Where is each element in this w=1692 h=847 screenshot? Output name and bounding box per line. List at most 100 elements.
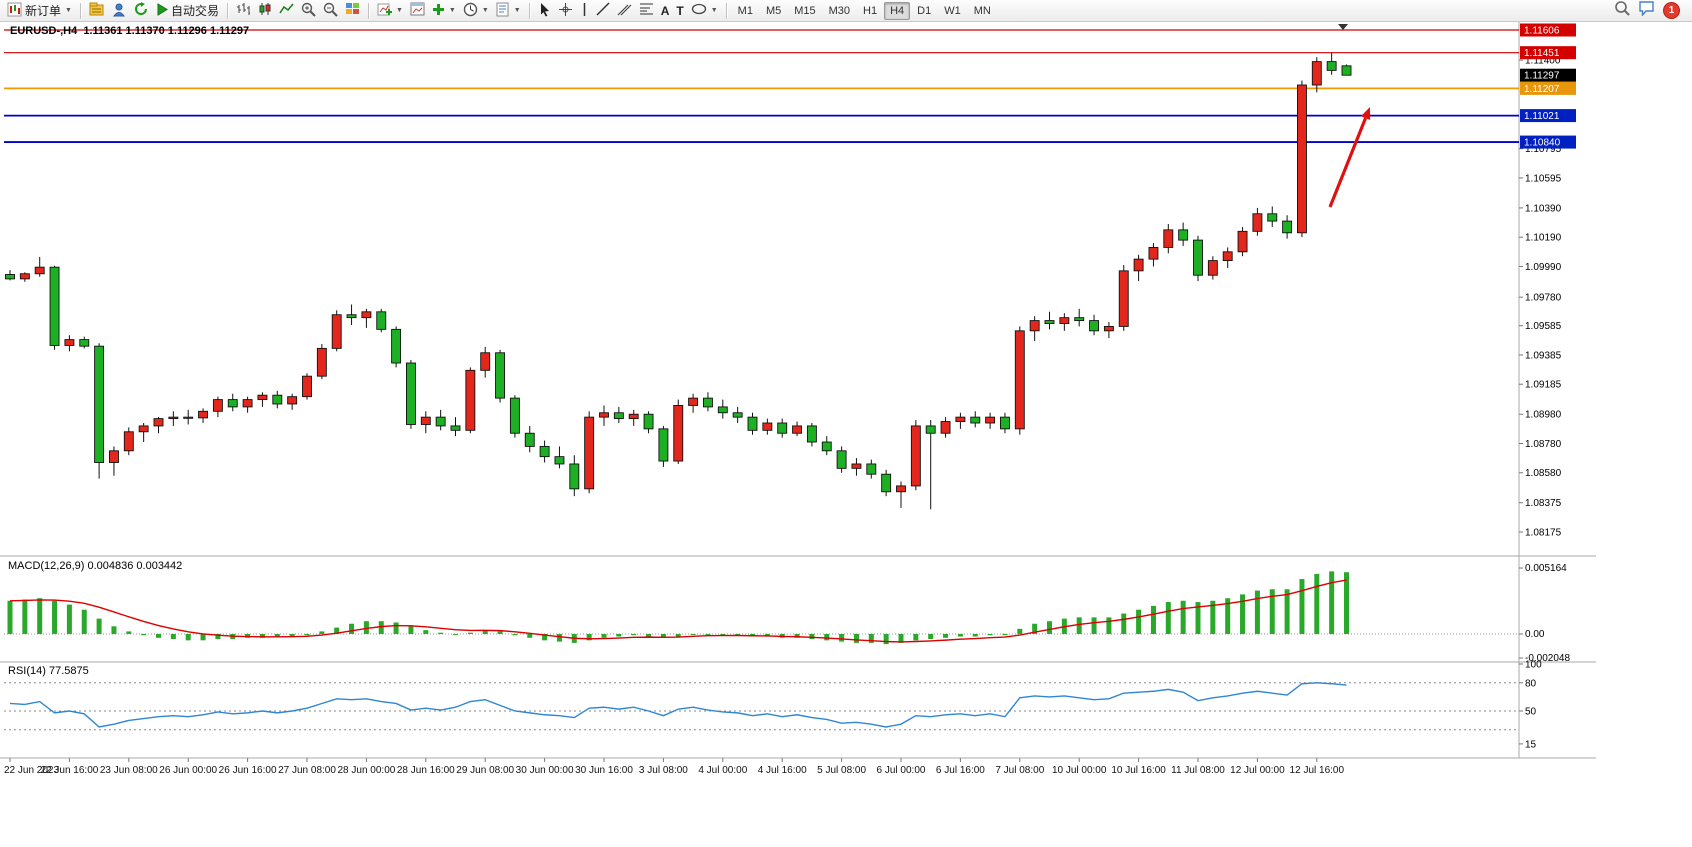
- timeframe-m30[interactable]: M30: [828, 4, 851, 17]
- new-chart-button[interactable]: ▼: [374, 1, 406, 20]
- text-label-button[interactable]: T: [673, 1, 686, 20]
- candle-body: [1326, 61, 1337, 71]
- timeframe-m1[interactable]: M1: [737, 4, 753, 17]
- timeframe-m15[interactable]: M15: [794, 4, 816, 17]
- time-axis-label: 22 Jun 16:00: [40, 765, 98, 776]
- bar-chart-button[interactable]: [233, 1, 254, 20]
- price-tick-label: 1.10595: [1525, 173, 1562, 184]
- macd-axis-label: 0.00: [1525, 629, 1545, 640]
- macd-bar: [1329, 571, 1335, 634]
- zoom-out-icon: [323, 2, 338, 20]
- candle-body: [1029, 320, 1040, 332]
- candle-body: [777, 422, 788, 434]
- candle-body: [1193, 239, 1203, 276]
- candle-body: [970, 416, 981, 424]
- vertical-line-button[interactable]: [577, 1, 592, 20]
- chart-title: EURUSD-,H4 1.11361 1.11370 1.11296 1.112…: [10, 25, 250, 37]
- price-tick-label: 1.11400: [1525, 56, 1561, 67]
- search-icon[interactable]: [1614, 0, 1630, 21]
- indicators-button[interactable]: ▼: [429, 1, 459, 20]
- channel-button[interactable]: [614, 1, 635, 20]
- macd-bar: [141, 633, 147, 636]
- candle-body: [1000, 416, 1010, 430]
- price-tick-label: 1.10190: [1525, 233, 1562, 244]
- macd-bar: [913, 633, 919, 641]
- fibonacci-button[interactable]: [636, 1, 657, 20]
- trendline-button[interactable]: [593, 1, 613, 20]
- profiles-icon: [89, 2, 105, 20]
- candle-body: [1237, 230, 1248, 253]
- candle-body: [866, 463, 877, 475]
- crosshair-button[interactable]: [555, 1, 576, 20]
- candle-body: [747, 416, 758, 431]
- candlestick-button[interactable]: [255, 1, 275, 20]
- zoom-in-button[interactable]: [298, 1, 319, 20]
- candle-body: [406, 362, 416, 425]
- macd-bar: [1047, 621, 1052, 634]
- macd-bar: [1344, 572, 1349, 634]
- price-badge-label: 1.10840: [1524, 138, 1561, 149]
- macd-signal-line: [9, 579, 1347, 643]
- candle-body: [599, 412, 609, 418]
- time-axis-label: 30 Jun 00:00: [516, 765, 574, 776]
- add-indicator-icon: [432, 3, 445, 19]
- data-window-button[interactable]: [109, 1, 130, 20]
- ellipse-shape-icon: [691, 3, 707, 18]
- person-icon: [112, 2, 127, 20]
- macd-bar: [7, 600, 13, 634]
- macd-bar: [868, 633, 874, 643]
- channel-icon: [617, 2, 632, 19]
- play-icon: [156, 2, 168, 19]
- new-order-button[interactable]: 新订单 ▼: [4, 1, 75, 20]
- macd-bar: [972, 633, 978, 637]
- chart-window-button[interactable]: [407, 1, 428, 20]
- auto-trading-button[interactable]: 自动交易: [153, 1, 222, 20]
- price-badge-label: 1.11451: [1524, 48, 1560, 59]
- timeframe-h1[interactable]: H1: [863, 4, 878, 17]
- clock-icon: [463, 2, 478, 20]
- text-button[interactable]: A: [658, 1, 673, 20]
- macd-bar: [883, 633, 889, 645]
- periods-button[interactable]: ▼: [460, 1, 492, 20]
- candle-body: [19, 273, 30, 280]
- macd-bar: [794, 633, 800, 638]
- timeframe-m5[interactable]: M5: [765, 4, 782, 17]
- templates-button[interactable]: ▼: [493, 1, 524, 20]
- toolbar: 新订单 ▼ 自动交易: [0, 0, 1692, 22]
- chevron-down-icon: ▼: [513, 7, 521, 14]
- timeframe-d1[interactable]: D1: [917, 4, 932, 17]
- arrow-annotation-head: [1360, 107, 1371, 120]
- candle-body: [1282, 220, 1293, 234]
- macd-bar: [646, 633, 652, 637]
- macd-bar: [1299, 579, 1305, 634]
- macd-bar: [156, 633, 161, 638]
- timeframe-w1[interactable]: W1: [944, 4, 961, 17]
- shift-marker-icon[interactable]: [1338, 24, 1348, 30]
- candle-body: [628, 413, 639, 420]
- chevron-down-icon: ▼: [395, 7, 403, 14]
- candle-body: [881, 473, 892, 493]
- refresh-button[interactable]: [131, 1, 152, 20]
- timeframe-mn[interactable]: MN: [973, 4, 991, 17]
- zoom-out-button[interactable]: [320, 1, 341, 20]
- line-chart-button[interactable]: [276, 1, 297, 20]
- shapes-button[interactable]: ▼: [688, 1, 721, 20]
- macd-indicator-label: MACD(12,26,9) 0.004836 0.003442: [8, 560, 183, 572]
- macd-bar: [259, 633, 265, 638]
- profiles-button[interactable]: [86, 1, 108, 20]
- candle-body: [1014, 330, 1025, 430]
- candle-body: [331, 314, 342, 349]
- macd-bar: [497, 631, 503, 634]
- chat-icon[interactable]: [1638, 0, 1655, 21]
- tile-windows-button[interactable]: [342, 1, 363, 20]
- cursor-button[interactable]: [535, 1, 554, 20]
- macd-bar: [586, 633, 592, 641]
- timeframe-h4[interactable]: H4: [884, 1, 911, 20]
- time-axis-label: 27 Jun 08:00: [278, 765, 336, 776]
- notification-badge[interactable]: 1: [1663, 2, 1680, 19]
- arrow-annotation[interactable]: [1328, 117, 1368, 208]
- price-tick-label: 1.08580: [1525, 468, 1562, 479]
- candle-body: [79, 339, 90, 347]
